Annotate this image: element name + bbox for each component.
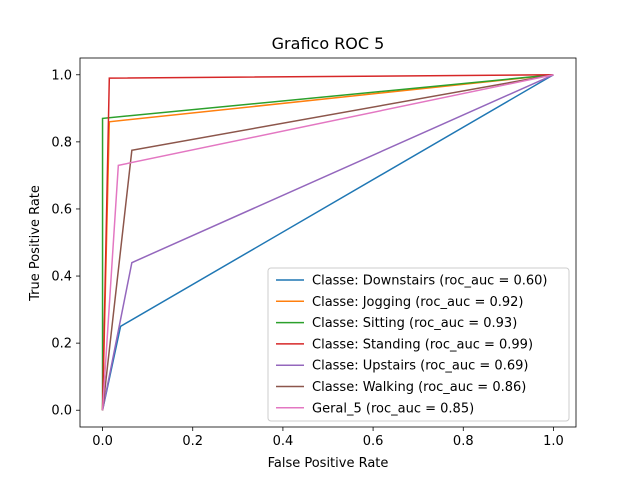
y-axis-label: True Positive Rate <box>28 185 43 302</box>
y-tick-label: 0.2 <box>51 337 72 352</box>
series-line-2 <box>101 74 554 411</box>
y-tick-label: 1.0 <box>51 68 72 83</box>
series-line-6 <box>101 74 554 411</box>
legend-entry-0: Classe: Downstairs (roc_auc = 0.60) <box>312 274 548 289</box>
y-tick-label: 0.4 <box>51 270 72 285</box>
x-tick-label: 0.2 <box>182 434 203 449</box>
legend-entry-1: Classe: Jogging (roc_auc = 0.92) <box>312 295 524 310</box>
legend-entry-6: Geral_5 (roc_auc = 0.85) <box>312 401 474 416</box>
y-tick-label: 0.0 <box>51 404 72 419</box>
legend-entry-3: Classe: Standing (roc_auc = 0.99) <box>312 337 533 352</box>
x-tick-label: 0.4 <box>273 434 294 449</box>
x-tick-label: 0.0 <box>92 434 113 449</box>
x-tick-label: 0.8 <box>453 434 474 449</box>
chart-title: Grafico ROC 5 <box>272 34 385 53</box>
legend-box <box>267 267 570 422</box>
series-line-3 <box>101 74 554 411</box>
axes-frame <box>79 57 577 428</box>
legend-entry-2: Classe: Sitting (roc_auc = 0.93) <box>312 316 517 331</box>
series-line-4 <box>101 74 554 411</box>
x-tick-label: 0.6 <box>363 434 384 449</box>
x-axis-label: False Positive Rate <box>268 456 389 471</box>
x-axis-ticks: 0.0 0.2 0.4 0.6 0.8 1.0 <box>92 427 564 449</box>
legend-entry-4: Classe: Upstairs (roc_auc = 0.69) <box>312 359 528 374</box>
plot-area <box>79 57 577 428</box>
y-tick-label: 0.6 <box>51 202 72 217</box>
legend: Classe: Downstairs (roc_auc = 0.60) Class… <box>267 267 570 422</box>
legend-entry-5: Classe: Walking (roc_auc = 0.86) <box>312 380 526 395</box>
y-axis-ticks: 0.0 0.2 0.4 0.6 0.8 1.0 <box>51 68 80 419</box>
y-tick-label: 0.8 <box>51 135 72 150</box>
x-tick-label: 1.0 <box>543 434 564 449</box>
series-line-5 <box>101 74 554 411</box>
